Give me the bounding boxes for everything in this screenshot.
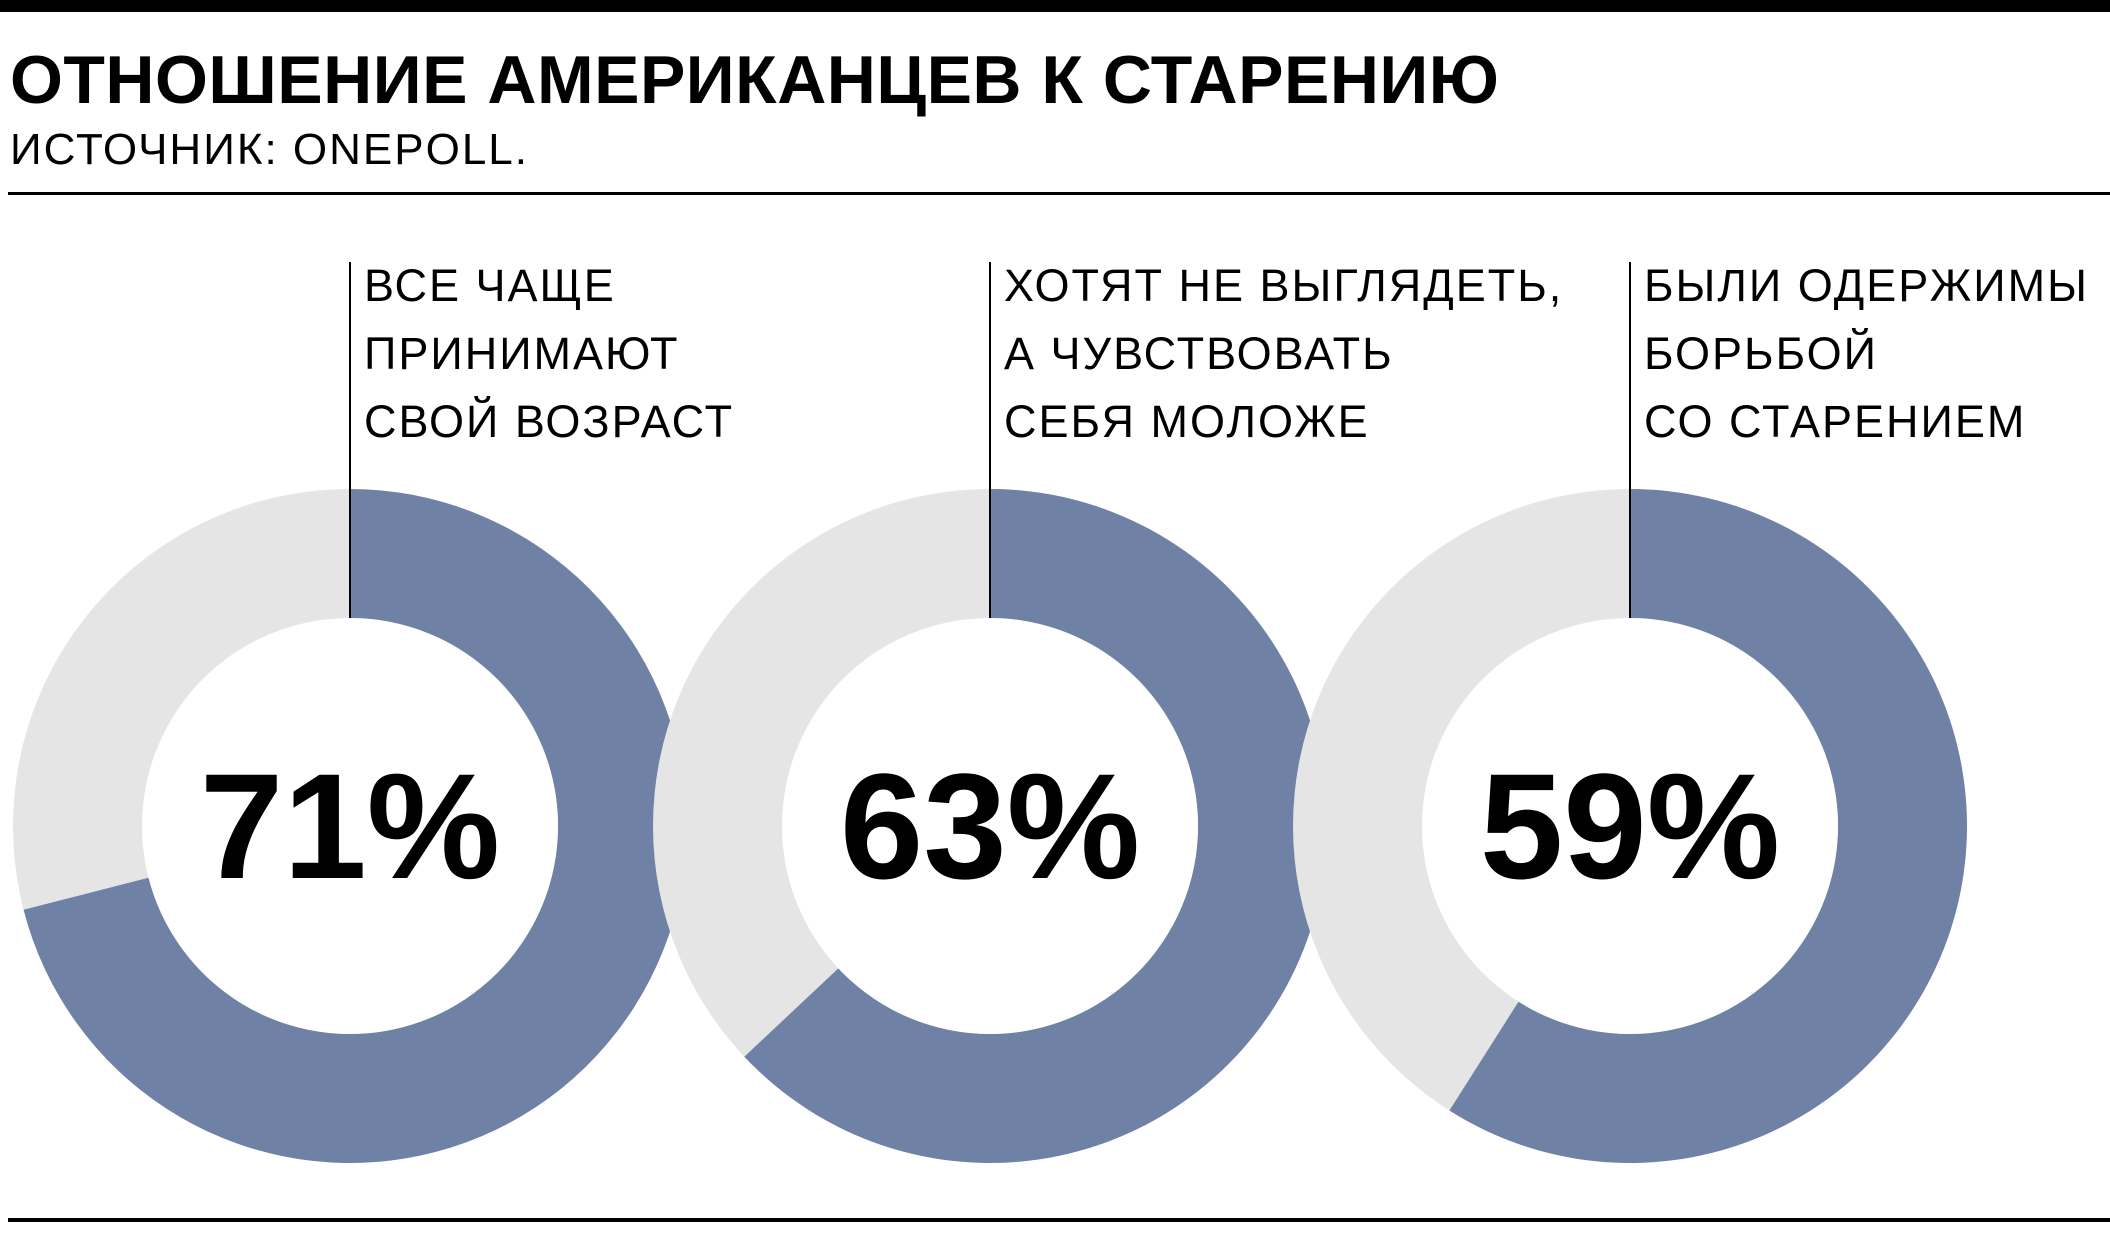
donut-value-label: 59% bbox=[1480, 742, 1780, 910]
chart-title: ОТНОШЕНИЕ АМЕРИКАНЦЕВ К СТАРЕНИЮ bbox=[10, 42, 1500, 118]
bottom-rule bbox=[8, 1218, 2110, 1222]
header-divider bbox=[8, 192, 2110, 195]
donut-feel-younger: 63% bbox=[653, 262, 1327, 1163]
donut-hole bbox=[1422, 618, 1838, 1034]
donut-label-fight-aging: БЫЛИ ОДЕРЖИМЫ БОРЬБОЙ СО СТАРЕНИЕМ bbox=[1644, 260, 2089, 447]
donut-fight-aging: 59% bbox=[1293, 262, 1968, 1163]
donut-value-slice bbox=[1449, 489, 1968, 1163]
donut-label-feel-younger: ХОТЯТ НЕ ВЫГЛЯДЕТЬ, А ЧУВСТВОВАТЬ СЕБЯ М… bbox=[1004, 260, 1564, 447]
donut-accept-age: 71% bbox=[13, 262, 688, 1163]
donut-value-slice bbox=[23, 489, 688, 1163]
donut-label-accept-age: ВСЕ ЧАЩЕ ПРИНИМАЮТ СВОЙ ВОЗРАСТ bbox=[364, 260, 735, 447]
donut-value-label: 71% bbox=[200, 742, 500, 910]
donut-hole bbox=[142, 618, 558, 1034]
donut-value-slice bbox=[744, 489, 1327, 1163]
donut-value-label: 63% bbox=[840, 742, 1140, 910]
chart-source: ИСТОЧНИК: ONEPOLL. bbox=[10, 125, 529, 174]
top-rule bbox=[0, 0, 2110, 12]
donut-hole bbox=[782, 618, 1198, 1034]
